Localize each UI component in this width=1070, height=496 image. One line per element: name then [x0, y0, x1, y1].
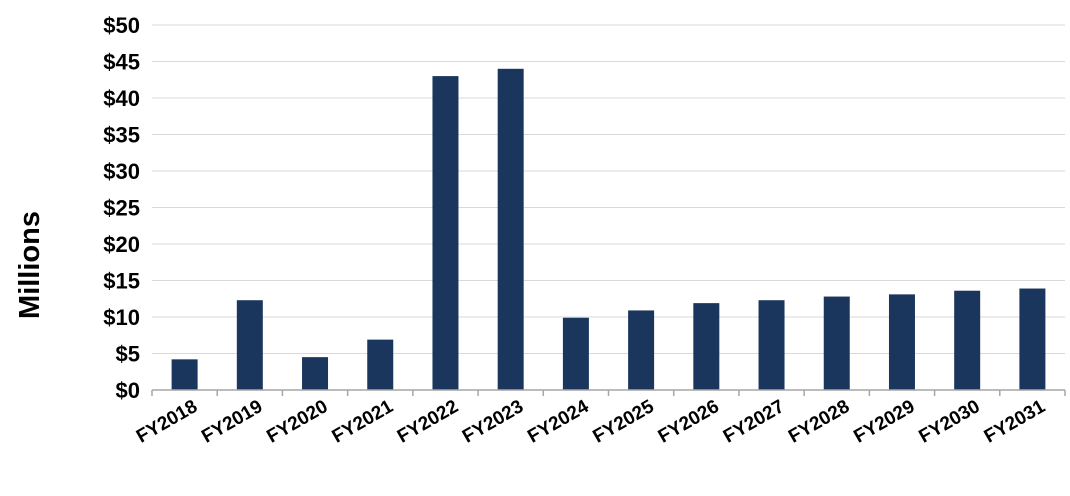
x-tick-label: FY2024	[524, 396, 593, 448]
y-tick-label: $45	[103, 50, 140, 75]
y-tick-label: $5	[116, 342, 140, 367]
y-axis-label: Millions	[14, 211, 46, 319]
y-tick-label: $35	[103, 123, 140, 148]
bar-fy2020	[302, 357, 329, 390]
x-tick-label: FY2028	[785, 396, 853, 447]
y-tick-label: $40	[103, 86, 140, 111]
bar-fy2029	[888, 294, 915, 390]
bar-fy2028	[823, 296, 850, 390]
x-tick-label: FY2030	[916, 396, 984, 447]
bar-fy2021	[367, 339, 394, 390]
y-tick-labels: $0 $5 $10 $15 $20 $25 $30 $35 $40 $45 $50	[103, 13, 140, 403]
bars	[171, 68, 1046, 391]
x-tick-label: FY2029	[850, 396, 918, 447]
x-tick-label: FY2018	[133, 396, 201, 447]
y-tick-label: $10	[103, 305, 140, 330]
bar-fy2030	[954, 290, 981, 390]
x-tick-label: FY2026	[655, 396, 723, 447]
y-tick-label: $25	[103, 196, 140, 221]
x-tick-label: FY2025	[589, 396, 658, 448]
bar-fy2019	[236, 300, 263, 390]
y-tick-label: $20	[103, 232, 140, 257]
y-tick-label: $30	[103, 159, 140, 184]
bar-fy2022	[432, 76, 459, 390]
y-tick-label: $50	[103, 13, 140, 38]
bar-fy2031	[1019, 288, 1046, 390]
x-tick-labels: FY2018FY2019FY2020FY2021FY2022FY2023FY20…	[133, 396, 1049, 448]
bar-fy2018	[171, 359, 198, 390]
bar-fy2024	[562, 317, 589, 390]
x-tick-label: FY2027	[720, 396, 788, 447]
x-tick-label: FY2020	[263, 396, 331, 447]
x-tick-label: FY2022	[394, 396, 462, 447]
x-tick-label: FY2023	[459, 396, 527, 447]
bar-fy2026	[693, 303, 720, 390]
bar-fy2025	[628, 310, 655, 390]
axes	[151, 389, 1066, 396]
x-tick-label: FY2031	[981, 396, 1050, 448]
gridlines	[152, 24, 1065, 354]
x-tick-label: FY2021	[329, 396, 398, 448]
y-tick-label: $0	[116, 378, 140, 403]
bar-fy2027	[758, 300, 785, 390]
x-tick-label: FY2019	[198, 396, 266, 447]
bar-fy2023	[497, 68, 524, 391]
y-tick-label: $15	[103, 269, 140, 294]
